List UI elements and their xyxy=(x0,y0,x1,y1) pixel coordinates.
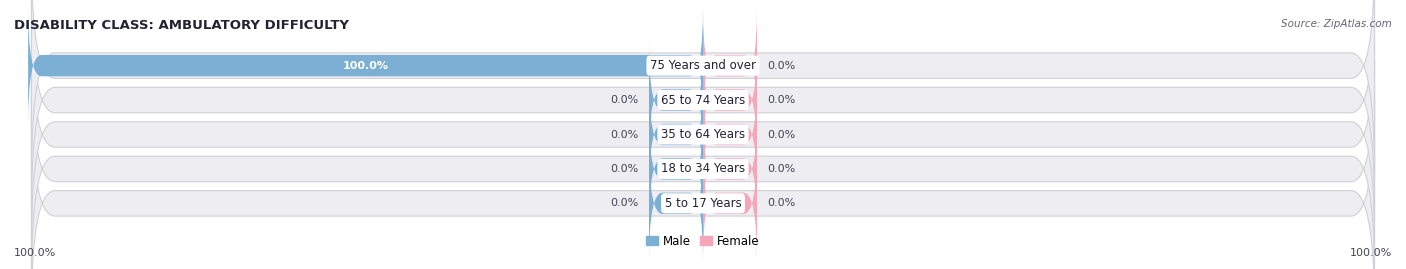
Text: 100.0%: 100.0% xyxy=(14,248,56,258)
FancyBboxPatch shape xyxy=(703,145,756,261)
FancyBboxPatch shape xyxy=(650,111,703,227)
Text: 0.0%: 0.0% xyxy=(768,164,796,174)
FancyBboxPatch shape xyxy=(703,111,756,227)
Text: 100.0%: 100.0% xyxy=(343,61,388,71)
Text: 0.0%: 0.0% xyxy=(768,129,796,140)
Text: 75 Years and over: 75 Years and over xyxy=(650,59,756,72)
Text: 100.0%: 100.0% xyxy=(1350,248,1392,258)
Text: 18 to 34 Years: 18 to 34 Years xyxy=(661,162,745,175)
Text: 0.0%: 0.0% xyxy=(768,198,796,208)
FancyBboxPatch shape xyxy=(31,0,1375,174)
Text: Source: ZipAtlas.com: Source: ZipAtlas.com xyxy=(1281,19,1392,29)
FancyBboxPatch shape xyxy=(31,27,1375,242)
FancyBboxPatch shape xyxy=(31,95,1375,269)
FancyBboxPatch shape xyxy=(31,0,1375,208)
FancyBboxPatch shape xyxy=(650,145,703,261)
FancyBboxPatch shape xyxy=(650,76,703,193)
FancyBboxPatch shape xyxy=(31,61,1375,269)
FancyBboxPatch shape xyxy=(703,76,756,193)
Text: 0.0%: 0.0% xyxy=(610,198,638,208)
Text: 0.0%: 0.0% xyxy=(768,61,796,71)
Text: 35 to 64 Years: 35 to 64 Years xyxy=(661,128,745,141)
Text: 65 to 74 Years: 65 to 74 Years xyxy=(661,94,745,107)
Text: 5 to 17 Years: 5 to 17 Years xyxy=(665,197,741,210)
FancyBboxPatch shape xyxy=(28,8,703,124)
Text: DISABILITY CLASS: AMBULATORY DIFFICULTY: DISABILITY CLASS: AMBULATORY DIFFICULTY xyxy=(14,19,349,32)
FancyBboxPatch shape xyxy=(703,8,756,124)
Text: 0.0%: 0.0% xyxy=(768,95,796,105)
Text: 0.0%: 0.0% xyxy=(610,164,638,174)
Text: 0.0%: 0.0% xyxy=(610,95,638,105)
FancyBboxPatch shape xyxy=(703,42,756,158)
Text: 0.0%: 0.0% xyxy=(610,129,638,140)
FancyBboxPatch shape xyxy=(650,42,703,158)
Legend: Male, Female: Male, Female xyxy=(641,230,765,253)
